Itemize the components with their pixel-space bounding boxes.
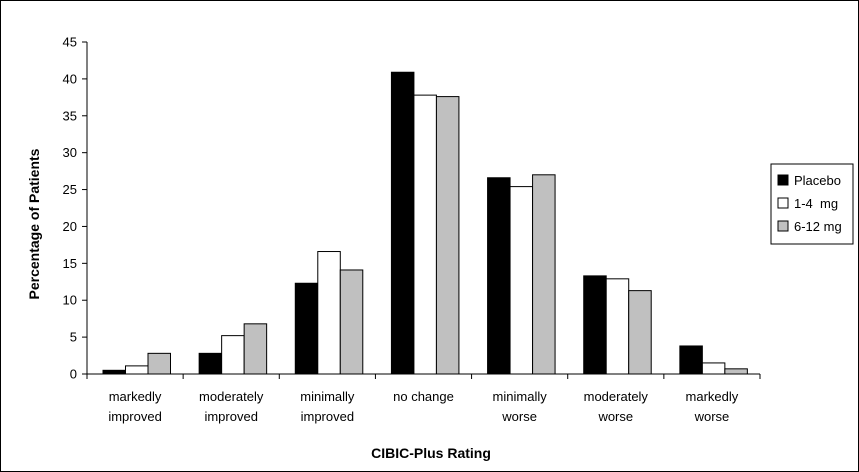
bar-6-12-mg-3 [435, 96, 460, 375]
bar-6-12-mg-1 [243, 323, 268, 375]
bar-1-4-mg-5 [605, 278, 630, 375]
x-tick-label: markedly [109, 389, 162, 404]
y-tick-label: 10 [63, 293, 77, 308]
x-tick-label: worse [694, 409, 730, 424]
y-tick-label: 25 [63, 182, 77, 197]
legend-label: 1-4 mg [794, 196, 838, 211]
legend-label: Placebo [794, 173, 841, 188]
y-tick-label: 15 [63, 256, 77, 271]
y-tick-label: 20 [63, 219, 77, 234]
x-tick-label: moderately [199, 389, 264, 404]
bar-placebo-5 [583, 275, 607, 375]
bar-placebo-2 [294, 282, 319, 375]
x-tick-label: worse [501, 409, 537, 424]
x-tick-label: minimally [300, 389, 355, 404]
y-tick-label: 40 [63, 71, 77, 86]
axes-layer: 0 5 10 15 20 25 30 35 40 45 markedly improved modera… [63, 35, 761, 424]
bar-1-4-mg-4 [509, 186, 534, 375]
y-tick-label: 30 [63, 145, 77, 160]
y-axis-title: Percentage of Patients [26, 148, 42, 299]
x-tick-label: moderately [584, 389, 649, 404]
bar-1-4-mg-2 [317, 251, 341, 375]
y-tick-label: 45 [63, 35, 77, 50]
bar-1-4-mg-3 [413, 94, 437, 375]
bar-6-12-mg-5 [628, 290, 652, 375]
y-tick-label: 5 [70, 330, 77, 345]
legend-label: 6-12 mg [794, 219, 842, 234]
x-tick-label: minimally [493, 389, 548, 404]
x-tick-label: improved [204, 409, 257, 424]
legend-swatch [777, 197, 789, 209]
bar-1-4-mg-6 [701, 362, 726, 375]
bars-layer [102, 71, 748, 375]
legend-swatch [777, 220, 789, 232]
legend-swatch [777, 174, 789, 186]
bar-6-12-mg-2 [339, 269, 364, 375]
legend: Placebo 1-4 mg 6-12 mg [770, 163, 854, 245]
x-tick-label: no change [393, 389, 454, 404]
bar-placebo-1 [198, 352, 223, 375]
x-tick-label: improved [108, 409, 161, 424]
y-tick-label: 0 [70, 367, 77, 382]
x-tick-label: improved [301, 409, 354, 424]
bar-6-12-mg-6 [724, 368, 748, 375]
x-tick-label: markedly [686, 389, 739, 404]
bar-6-12-mg-0 [147, 352, 171, 375]
bar-placebo-6 [679, 345, 703, 375]
bar-1-4-mg-1 [221, 335, 245, 375]
bar-placebo-0 [102, 369, 126, 375]
bar-6-12-mg-4 [532, 174, 556, 375]
y-tick-label: 35 [63, 108, 77, 123]
bar-placebo-3 [390, 71, 415, 375]
x-axis-title: CIBIC-Plus Rating [371, 445, 491, 461]
bar-placebo-4 [487, 177, 511, 375]
x-tick-label: worse [597, 409, 633, 424]
bar-1-4-mg-0 [125, 365, 149, 375]
